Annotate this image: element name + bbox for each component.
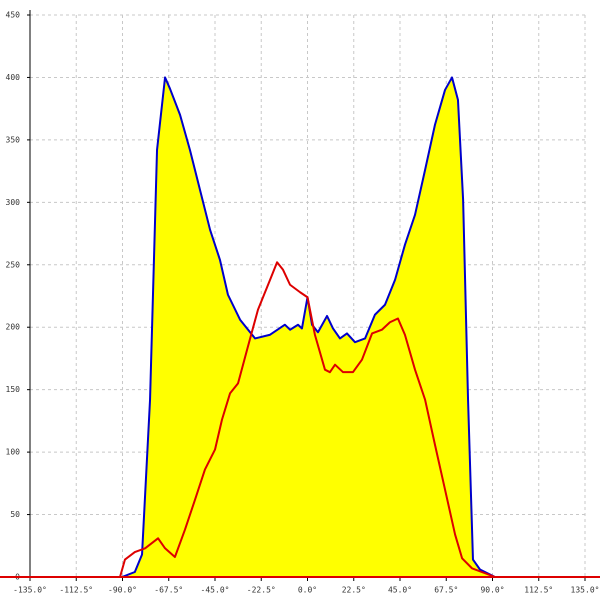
y-tick-label: 100	[6, 448, 21, 457]
x-tick-label: -45.0°	[201, 586, 230, 595]
x-tick-label: -22.5°	[247, 586, 276, 595]
y-tick-label: 250	[6, 260, 21, 269]
series-line	[121, 76, 496, 578]
x-tick-label: -112.5°	[59, 586, 93, 595]
y-tick-label: 300	[6, 198, 21, 207]
x-tick-label: -67.5°	[154, 586, 183, 595]
x-tick-label: -90.0°	[108, 586, 137, 595]
y-tick-label: 400	[6, 73, 21, 82]
y-tick-label: 450	[6, 11, 21, 20]
x-tick-label: 135.0°	[571, 586, 600, 595]
x-tick-label: 22.5°	[342, 586, 366, 595]
y-tick-label: 350	[6, 135, 21, 144]
x-tick-label: 90.0°	[480, 586, 504, 595]
x-tick-label: -135.0°	[13, 586, 47, 595]
x-tick-label: 0.0°	[298, 586, 317, 595]
y-tick-label: 200	[6, 323, 21, 332]
x-tick-label: 45.0°	[388, 586, 412, 595]
area-fill	[122, 77, 495, 577]
x-tick-label: 112.5°	[524, 586, 553, 595]
y-tick-label: 50	[10, 510, 20, 519]
y-tick-label: 150	[6, 385, 21, 394]
x-tick-label: 67.5°	[434, 586, 458, 595]
series-line	[119, 261, 496, 578]
